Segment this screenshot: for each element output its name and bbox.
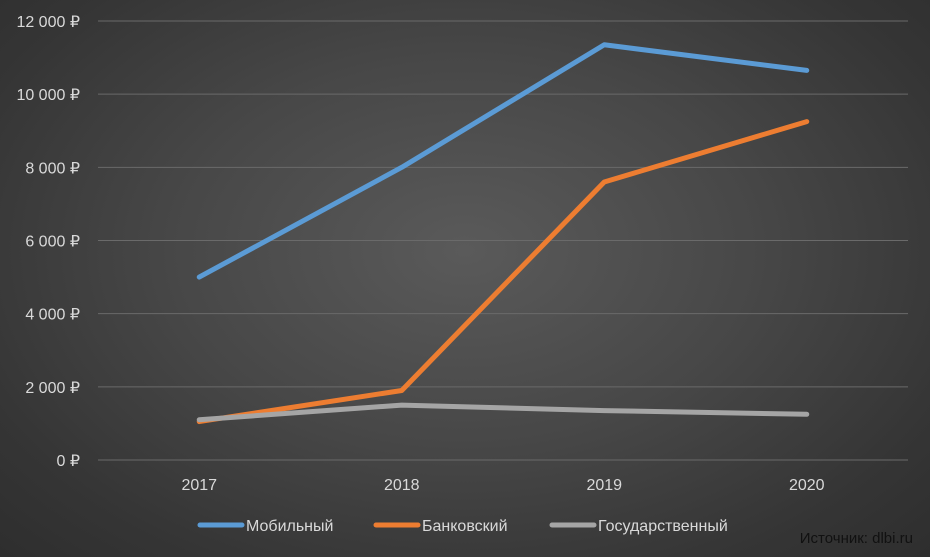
legend-label: Банковский <box>422 518 508 535</box>
y-axis-tick-labels: 0 ₽ 2 000 ₽ 4 000 ₽ 6 000 ₽ 8 000 ₽ 10 000 ₽ 1… <box>16 14 80 470</box>
series-line-1 <box>196 42 810 280</box>
x-axis-tick-labels: 2017 2018 2019 2020 <box>181 477 824 494</box>
legend-label: Мобильный <box>246 518 333 535</box>
y-tick-label: 0 ₽ <box>56 453 80 470</box>
y-tick-label: 6 000 ₽ <box>25 234 80 251</box>
y-tick-label: 4 000 ₽ <box>25 307 80 324</box>
legend-label: Государственный <box>598 518 728 535</box>
series-line-2 <box>196 119 810 425</box>
legend: Мобильный Банковский Государственный <box>197 518 728 535</box>
source-label: Источник: dlbi.ru <box>800 530 913 547</box>
x-tick-label: 2019 <box>586 477 622 494</box>
series-lines <box>196 42 810 425</box>
gridlines <box>98 20 908 461</box>
y-tick-label: 12 000 ₽ <box>16 14 80 31</box>
series-line-3 <box>196 402 810 423</box>
y-tick-label: 2 000 ₽ <box>25 380 80 397</box>
x-tick-label: 2017 <box>181 477 217 494</box>
x-tick-label: 2020 <box>789 477 825 494</box>
x-tick-label: 2018 <box>384 477 420 494</box>
y-tick-label: 10 000 ₽ <box>16 87 80 104</box>
y-tick-label: 8 000 ₽ <box>25 160 80 177</box>
